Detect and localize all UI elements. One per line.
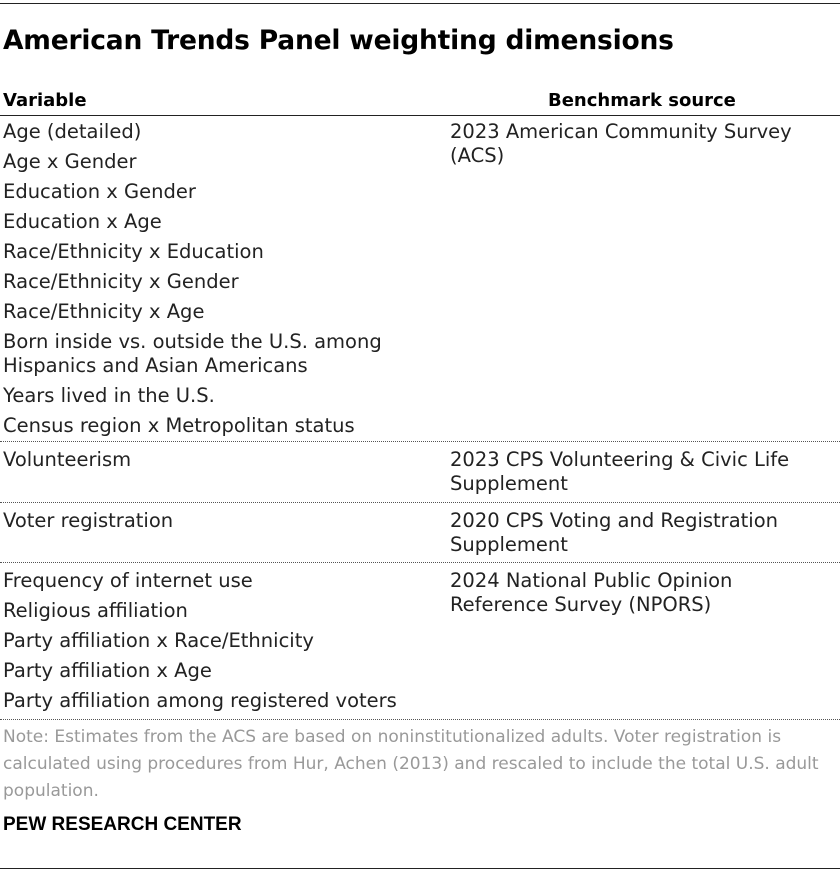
bottom-rule: [0, 868, 840, 869]
variable-item: Age (detailed): [3, 120, 142, 143]
page-title: American Trends Panel weighting dimensio…: [3, 25, 674, 56]
variable-item: Race/Ethnicity x Gender: [3, 270, 239, 293]
variable-list: Age (detailed) Age x Gender Education x …: [3, 120, 423, 444]
variable-list: Frequency of internet use Religious affi…: [3, 569, 397, 719]
variable-list: Volunteerism: [3, 448, 131, 478]
table-row-group: Frequency of internet use Religious affi…: [0, 569, 840, 719]
benchmark-source: 2024 National Public Opinion Reference S…: [450, 569, 733, 616]
benchmark-source: 2020 CPS Voting and Registration Supplem…: [450, 509, 779, 556]
row-separator: [0, 441, 840, 442]
variable-item: Race/Ethnicity x Age: [3, 300, 205, 323]
variable-item: Party affiliation x Race/Ethnicity: [3, 629, 314, 652]
variable-item: Religious affiliation: [3, 599, 188, 622]
variable-item: Party affiliation among registered voter…: [3, 689, 397, 712]
benchmark-source: 2023 CPS Volunteering & Civic Life Suppl…: [450, 448, 790, 495]
column-header-variable: Variable: [3, 90, 87, 111]
variable-item: Education x Gender: [3, 180, 196, 203]
row-separator: [0, 719, 840, 720]
variable-item: Voter registration: [3, 509, 174, 532]
variable-item: Age x Gender: [3, 150, 137, 173]
variable-item: Volunteerism: [3, 448, 132, 471]
row-separator: [0, 502, 840, 503]
variable-item: Education x Age: [3, 210, 162, 233]
benchmark-source: 2023 American Community Survey (ACS): [450, 120, 792, 167]
table-row-group: Volunteerism 2023 CPS Volunteering & Civ…: [0, 448, 840, 500]
table-row-group: Age (detailed) Age x Gender Education x …: [0, 120, 840, 438]
header-rule: [0, 115, 840, 116]
top-rule: [0, 3, 840, 4]
variable-item: Frequency of internet use: [3, 569, 253, 592]
variable-item: Party affiliation x Age: [3, 659, 212, 682]
row-separator: [0, 562, 840, 563]
organization-credit: PEW RESEARCH CENTER: [3, 814, 242, 835]
variable-item: Born inside vs. outside the U.S. among H…: [3, 330, 382, 377]
variable-item: Race/Ethnicity x Education: [3, 240, 264, 263]
variable-list: Voter registration: [3, 509, 173, 539]
variable-item: Years lived in the U.S.: [3, 384, 215, 407]
variable-item: Census region x Metropolitan status: [3, 414, 355, 437]
column-header-source: Benchmark source: [548, 90, 736, 111]
table-row-group: Voter registration 2020 CPS Voting and R…: [0, 509, 840, 561]
footnote: Note: Estimates from the ACS are based o…: [3, 727, 819, 801]
